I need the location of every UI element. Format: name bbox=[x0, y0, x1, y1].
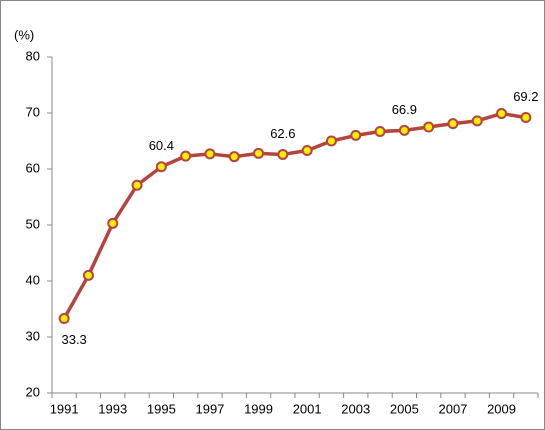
y-tick-label: 80 bbox=[26, 48, 40, 63]
data-label: 66.9 bbox=[392, 102, 417, 117]
marker bbox=[301, 145, 313, 157]
marker bbox=[398, 124, 410, 136]
y-tick-label: 70 bbox=[26, 104, 40, 119]
data-label: 62.6 bbox=[270, 126, 295, 141]
x-tick-label: 2001 bbox=[293, 401, 322, 416]
marker bbox=[131, 179, 143, 191]
x-tick-label: 1991 bbox=[50, 401, 79, 416]
marker bbox=[82, 269, 94, 281]
marker bbox=[374, 125, 386, 137]
y-tick-label: 30 bbox=[26, 328, 40, 343]
x-tick-label: 2007 bbox=[438, 401, 467, 416]
marker bbox=[520, 111, 532, 123]
marker bbox=[471, 115, 483, 127]
x-tick-label: 2003 bbox=[341, 401, 370, 416]
x-tick-label: 1999 bbox=[244, 401, 273, 416]
y-tick-label: 40 bbox=[26, 272, 40, 287]
x-tick-label: 1995 bbox=[147, 401, 176, 416]
marker bbox=[180, 150, 192, 162]
marker bbox=[447, 118, 459, 130]
x-tick-label: 2009 bbox=[487, 401, 516, 416]
marker bbox=[277, 148, 289, 160]
marker bbox=[496, 108, 508, 120]
y-axis-label: (%) bbox=[14, 27, 34, 42]
marker bbox=[155, 161, 167, 173]
y-tick-label: 50 bbox=[26, 216, 40, 231]
data-label: 33.3 bbox=[61, 332, 86, 347]
x-tick-label: 1997 bbox=[195, 401, 224, 416]
marker bbox=[204, 148, 216, 160]
marker bbox=[423, 121, 435, 133]
marker bbox=[325, 135, 337, 147]
data-label: 69.2 bbox=[513, 89, 538, 104]
marker bbox=[228, 151, 240, 163]
marker bbox=[350, 129, 362, 141]
y-tick-label: 60 bbox=[26, 160, 40, 175]
y-tick-label: 20 bbox=[26, 384, 40, 399]
x-tick-label: 2005 bbox=[390, 401, 419, 416]
marker bbox=[107, 217, 119, 229]
marker bbox=[253, 147, 265, 159]
data-label: 60.4 bbox=[149, 138, 174, 153]
x-tick-label: 1993 bbox=[98, 401, 127, 416]
marker bbox=[58, 313, 70, 325]
